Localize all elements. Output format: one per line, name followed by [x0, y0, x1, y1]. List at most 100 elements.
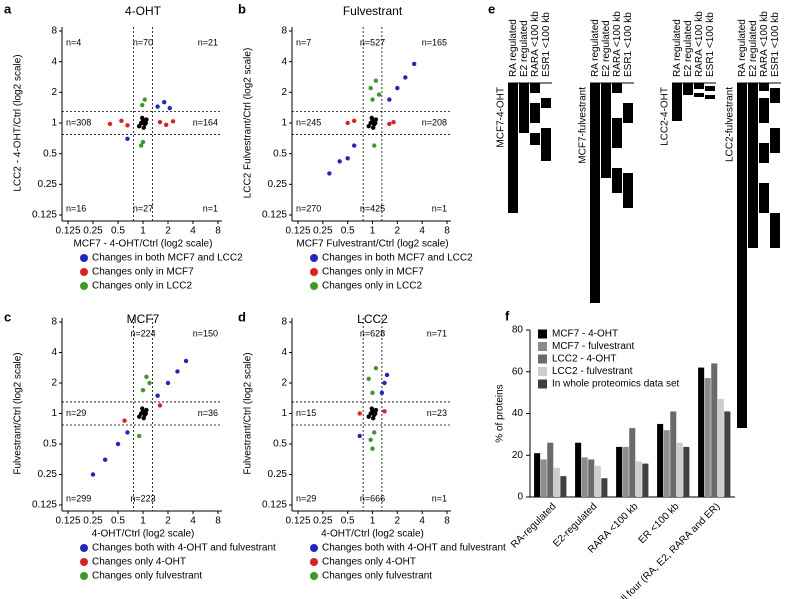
point	[144, 374, 149, 380]
bar	[698, 367, 705, 497]
cell-block	[541, 128, 551, 161]
point	[357, 433, 362, 439]
x-tick-label: 2	[165, 226, 171, 237]
point	[143, 411, 148, 416]
bar	[683, 446, 690, 497]
point	[115, 441, 121, 447]
bar	[622, 446, 629, 497]
annotation: n=16	[66, 203, 86, 213]
y-tick-label: 0.125	[32, 500, 57, 511]
y-tick-label: 8	[281, 317, 287, 328]
bar	[676, 442, 683, 497]
annotation: n=308	[66, 117, 91, 127]
group-label: LCC2-fulvestrant	[725, 87, 736, 162]
x-tick-label: ER <100 kb	[637, 501, 682, 546]
legend-label: Changes only in MCF7	[92, 267, 194, 278]
cell-block	[683, 83, 693, 95]
point	[391, 119, 396, 125]
x-tick-label: 8	[444, 516, 450, 527]
point	[140, 406, 145, 411]
x-tick-label: 0.25	[313, 226, 333, 237]
legend-swatch	[538, 367, 547, 376]
bar	[629, 428, 636, 497]
point	[122, 418, 127, 423]
point	[373, 407, 379, 413]
point	[366, 124, 371, 129]
bar	[553, 467, 560, 497]
point	[140, 115, 145, 121]
legend-marker	[80, 572, 88, 580]
point	[138, 143, 144, 148]
y-axis-label: Fulvestrant/Ctrl (log2 scale)	[13, 352, 24, 474]
point	[366, 376, 371, 382]
point	[144, 407, 149, 413]
annotation: n=223	[130, 493, 155, 503]
y-tick-label: 0.5	[273, 148, 287, 159]
column-label: ESR1 <100 kb	[541, 12, 552, 77]
y-tick-label: 8	[51, 26, 57, 37]
point	[175, 369, 180, 374]
legend-label: Changes only in MCF7	[322, 267, 424, 278]
x-tick-label: 0.5	[111, 226, 125, 237]
cell-block	[541, 98, 551, 108]
point	[155, 104, 160, 109]
point	[395, 85, 400, 91]
point	[165, 380, 171, 386]
point	[141, 415, 146, 421]
y-tick-label: 0.25	[38, 469, 58, 480]
y-tick-label: 4	[51, 56, 57, 67]
legend-marker	[310, 558, 318, 566]
cell-block	[612, 168, 622, 193]
cell-block	[694, 83, 704, 89]
legend-label: Changes only in LCC2	[92, 281, 192, 292]
column-label: E2 regulated	[601, 20, 612, 77]
point	[411, 61, 417, 67]
chart-title: LCC2	[357, 312, 388, 326]
y-tick-label: 4	[51, 347, 57, 358]
y-tick-label: 20	[512, 450, 524, 461]
annotation: n=208	[422, 117, 447, 127]
bar	[534, 453, 541, 497]
point	[370, 97, 375, 102]
x-tick-label: 0.125	[285, 516, 310, 527]
point	[136, 433, 142, 439]
point	[368, 437, 373, 443]
point	[157, 119, 163, 125]
y-tick-label: 1	[51, 408, 57, 419]
y-tick-label: 0.25	[268, 179, 288, 190]
x-tick-label: 8	[215, 516, 221, 527]
point	[373, 365, 379, 371]
point	[369, 406, 374, 411]
column-label: ESR1 <100 kb	[705, 12, 716, 77]
cell-block	[623, 103, 633, 123]
panel-label: d	[238, 309, 246, 324]
cell-block	[519, 83, 529, 133]
y-tick-label: 1	[281, 118, 287, 129]
point	[90, 472, 96, 477]
point	[119, 118, 124, 124]
point	[141, 125, 146, 130]
legend-label: MCF7 - fulvestrant	[552, 341, 634, 352]
bar	[642, 463, 649, 497]
point	[157, 403, 163, 408]
column-label: E2 regulated	[519, 20, 530, 77]
annotation: n=1	[432, 493, 447, 503]
point	[351, 118, 357, 124]
legend-label: LCC2 - fulvestrant	[552, 366, 633, 377]
x-axis-label: MCF7 Fulvestrant/Ctrl (log2 scale)	[296, 239, 448, 250]
legend-label: Changes only fulvestrant	[92, 571, 202, 582]
x-tick-label: 8	[444, 226, 450, 237]
annotation: n=27	[133, 203, 153, 213]
column-label: RA regulated	[508, 19, 519, 77]
point	[368, 85, 373, 91]
legend-label: LCC2 - 4-OHT	[552, 354, 616, 365]
annotation: n=150	[193, 328, 218, 338]
point	[140, 387, 146, 393]
point	[140, 102, 145, 108]
cell-block	[770, 128, 780, 153]
y-axis-label: % of proteins	[495, 384, 506, 442]
x-axis-label: 4-OHT/Ctrl (log2 scale)	[92, 529, 195, 540]
cell-block	[770, 88, 780, 103]
panel-label: a	[4, 1, 12, 16]
y-tick-label: 1	[51, 118, 57, 129]
